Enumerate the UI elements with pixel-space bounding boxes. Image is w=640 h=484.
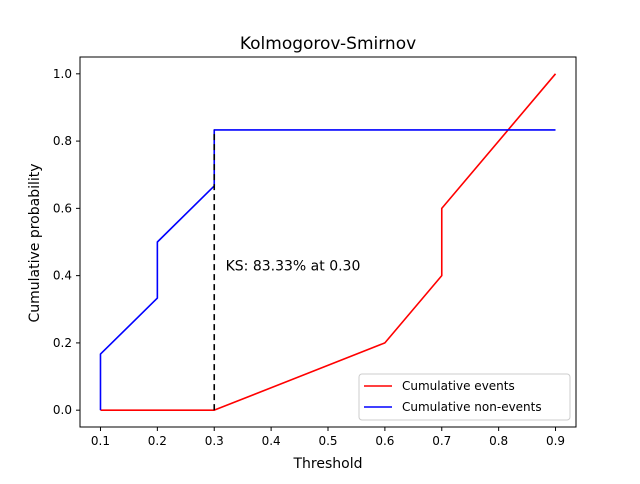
plot-area: 0.1 0.2 0.3 0.4 0.5 0.6 0.7 0.8 0.9 0.0 0.2 0.4 0.6 0… xyxy=(53,56,577,448)
x-tick-label: 0.9 xyxy=(546,434,565,448)
x-tick-label: 0.5 xyxy=(318,434,337,448)
y-tick-label: 1.0 xyxy=(53,67,72,81)
y-tick-label: 0.2 xyxy=(53,336,72,350)
x-tick-label: 0.1 xyxy=(91,434,110,448)
y-axis-label: Cumulative probability xyxy=(27,163,43,322)
legend-label-1: Cumulative events xyxy=(402,379,515,393)
y-tick-label: 0.4 xyxy=(53,269,72,283)
x-tick-label: 0.6 xyxy=(375,434,394,448)
legend: Cumulative events Cumulative non-events xyxy=(358,373,571,421)
y-tick-label: 0.0 xyxy=(53,403,72,417)
y-tick-label: 0.8 xyxy=(53,134,72,148)
x-tick-label: 0.2 xyxy=(148,434,167,448)
x-tick-label: 0.3 xyxy=(205,434,224,448)
x-axis-label: Threshold xyxy=(293,456,363,472)
y-tick-label: 0.6 xyxy=(53,201,72,215)
x-tick-label: 0.4 xyxy=(262,434,281,448)
x-tick-label: 0.7 xyxy=(432,434,451,448)
legend-box xyxy=(358,373,571,421)
chart-title: Kolmogorov-Smirnov xyxy=(240,34,416,54)
ks-annotation: KS: 83.33% at 0.30 xyxy=(226,259,361,275)
series-line-1 xyxy=(100,73,557,411)
x-tick-label: 0.8 xyxy=(489,434,508,448)
legend-label-2: Cumulative non-events xyxy=(402,400,542,414)
